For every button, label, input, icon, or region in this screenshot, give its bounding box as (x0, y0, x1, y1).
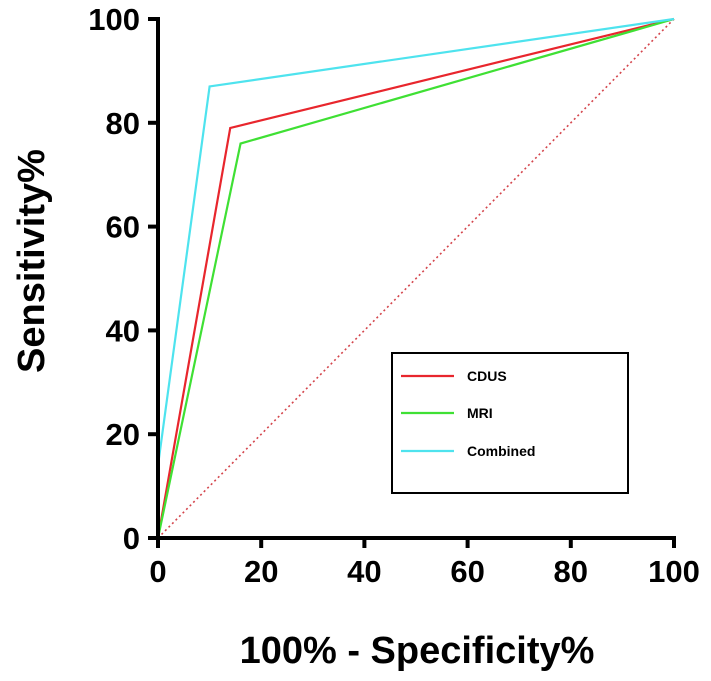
legend-label-cdus: CDUS (467, 368, 507, 384)
y-tick-label-80: 80 (106, 106, 140, 141)
x-tick-label-100: 100 (648, 554, 700, 589)
x-tick-label-0: 0 (149, 554, 166, 589)
x-tick-label-40: 40 (347, 554, 381, 589)
axis-ticks: 0 20 40 60 80 100 0 20 40 60 80 100 (88, 2, 700, 589)
plot-content (156, 17, 675, 539)
y-tick-label-60: 60 (106, 210, 140, 245)
legend-label-combined: Combined (467, 443, 535, 459)
y-tick-label-20: 20 (106, 417, 140, 452)
legend-box (391, 352, 629, 494)
x-tick-label-80: 80 (554, 554, 588, 589)
reference-diagonal-line (157, 18, 675, 539)
y-tick-label-100: 100 (88, 2, 140, 37)
y-axis-title: Sensitivity% (11, 149, 53, 373)
legend-label-mri: MRI (467, 405, 493, 421)
legend: CDUS MRI Combined (391, 352, 629, 494)
x-axis-title: 100% - Specificity% (240, 630, 595, 672)
y-tick-label-40: 40 (106, 313, 140, 348)
x-tick-label-20: 20 (244, 554, 278, 589)
x-tick-label-60: 60 (450, 554, 484, 589)
y-tick-label-0: 0 (123, 521, 140, 556)
